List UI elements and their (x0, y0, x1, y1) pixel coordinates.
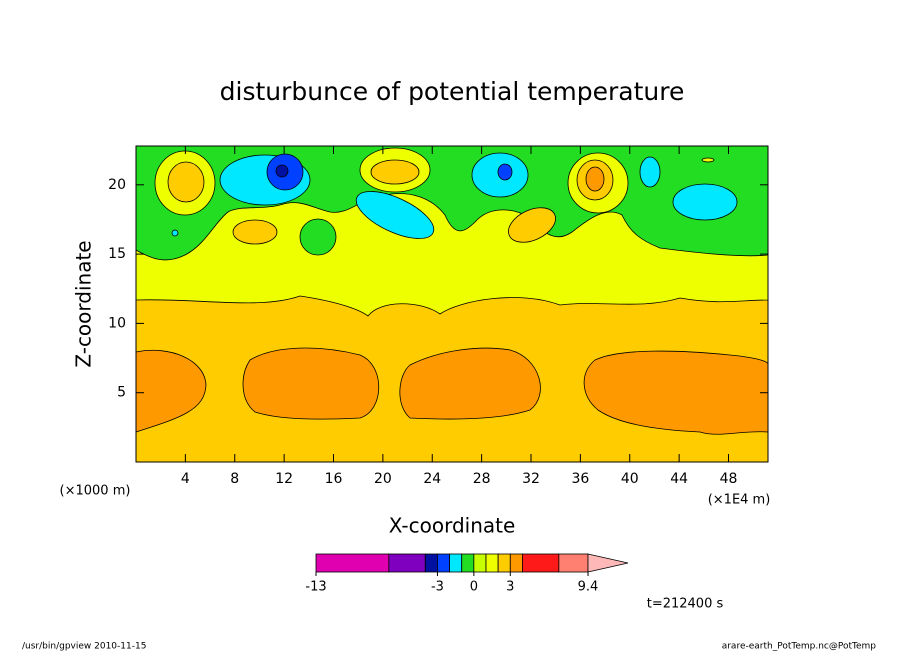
x-tick-label: 12 (275, 471, 293, 487)
x-axis-label: X-coordinate (389, 514, 516, 538)
x-tick-label: 16 (325, 471, 343, 487)
contour-region (355, 191, 435, 239)
footer: /usr/bin/gpview 2010-11-15 (22, 642, 146, 652)
x-tick-label: 24 (423, 471, 441, 487)
footer: arare-earth_PotTemp.nc@PotTemp (722, 642, 877, 652)
contour-region (497, 163, 513, 181)
colorbar-tick-label: -3 (431, 580, 444, 595)
chart-title: disturbunce of potential temperature (220, 77, 685, 106)
y-axis-label: Z-coordinate (72, 240, 96, 367)
x-unit-label: (×1000 m) (60, 484, 131, 499)
contour-region (639, 156, 661, 188)
x-unit-label: (×1E4 m) (708, 493, 771, 508)
colorbar-segment (509, 553, 523, 573)
x-tick-label: 40 (621, 471, 639, 487)
colorbar-segment (449, 553, 463, 573)
contour-region (508, 207, 556, 243)
contour-region (275, 164, 289, 178)
colorbar-segment (437, 553, 450, 573)
colorbar-segment (388, 553, 426, 573)
x-tick-label: 8 (230, 471, 239, 487)
colorbar-segment (522, 553, 560, 573)
annotation: t=212400 s (647, 597, 724, 612)
contour-region (242, 347, 380, 420)
x-tick-label: 32 (522, 471, 540, 487)
colorbar-segment (497, 553, 511, 573)
colorbar-segment (485, 553, 499, 573)
contour-region (370, 159, 420, 185)
colorbar-extension (587, 553, 629, 573)
x-tick-label: 28 (473, 471, 491, 487)
colorbar-segment (315, 553, 390, 573)
contour-region (171, 229, 179, 237)
contour-region (299, 218, 337, 256)
contour-region (585, 166, 605, 192)
colorbar-segment (424, 553, 438, 573)
y-tick-label: 20 (108, 177, 126, 193)
y-tick-label: 15 (108, 246, 126, 262)
y-tick-label: 10 (108, 315, 126, 331)
contour-region (167, 161, 205, 203)
y-tick-label: 5 (117, 385, 126, 401)
colorbar-segment (461, 553, 475, 573)
x-tick-label: 36 (571, 471, 589, 487)
contour-region (672, 183, 738, 221)
contour-region (232, 219, 278, 245)
contour-field (135, 145, 769, 462)
contour-region (701, 157, 715, 163)
colorbar-segment (558, 553, 589, 573)
colorbar-tick-label: 0 (470, 580, 478, 595)
colorbar-tick-label: 3 (506, 580, 514, 595)
x-tick-label: 44 (670, 471, 688, 487)
x-tick-label: 48 (720, 471, 738, 487)
contour-region (399, 347, 541, 420)
colorbar-tick-label: -13 (305, 580, 326, 595)
x-tick-label: 20 (374, 471, 392, 487)
colorbar-segment (473, 553, 487, 573)
x-tick-label: 4 (181, 471, 190, 487)
plot-frame (135, 145, 769, 463)
contour-region (135, 349, 207, 433)
contour-region (583, 350, 769, 435)
colorbar-tick-label: 9.4 (578, 580, 599, 595)
